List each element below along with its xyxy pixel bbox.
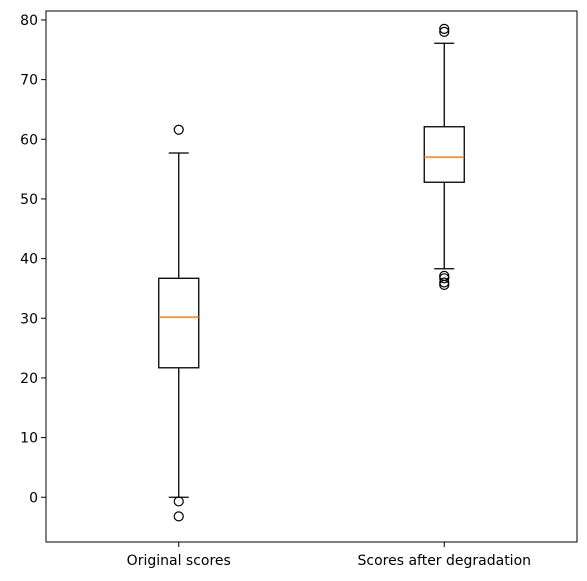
outlier-point <box>173 124 184 135</box>
outlier-point <box>439 273 450 284</box>
x-axis: Original scores Scores after degradation <box>127 542 531 569</box>
box-series <box>158 23 465 522</box>
y-tick-label: 20 <box>20 371 38 387</box>
y-tick-label: 70 <box>20 73 38 89</box>
outlier-point <box>439 279 450 290</box>
plot-frame <box>45 10 578 543</box>
y-tick-label: 40 <box>20 252 38 268</box>
y-tick-label: 50 <box>20 192 38 208</box>
y-axis: 0 10 20 30 40 50 60 70 80 <box>20 13 46 506</box>
x-tick-label: Scores after degradation <box>357 553 531 569</box>
box-group <box>158 124 200 522</box>
y-tick-label: 10 <box>20 431 38 447</box>
outlier-point <box>173 511 184 522</box>
box <box>423 126 465 183</box>
y-tick-label: 0 <box>29 490 38 506</box>
outlier-point <box>439 26 450 37</box>
box <box>158 277 200 369</box>
y-tick-label: 60 <box>20 132 38 148</box>
outlier-point <box>439 23 450 34</box>
box-group <box>423 23 465 290</box>
y-tick-label: 80 <box>20 13 38 29</box>
y-tick-label: 30 <box>20 311 38 327</box>
outlier-point <box>173 496 184 507</box>
x-tick-label: Original scores <box>127 553 231 569</box>
